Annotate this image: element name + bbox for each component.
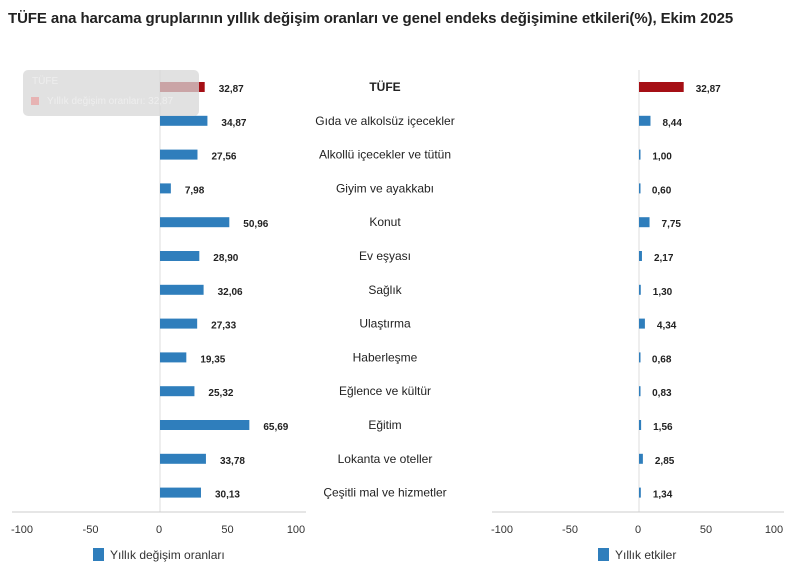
data-label: 7,98 [185, 185, 205, 196]
x-tick-label: 100 [765, 524, 783, 536]
data-label: 27,33 [211, 321, 236, 332]
bar [160, 453, 206, 464]
bar [160, 420, 250, 430]
x-tick-label: 50 [700, 524, 712, 536]
chart-title: TÜFE ana harcama gruplarının yıllık deği… [8, 10, 734, 27]
data-label: 32,87 [219, 84, 244, 95]
bar [639, 149, 641, 160]
category-label: Eğitim [368, 418, 401, 432]
x-tick-label: 50 [221, 524, 233, 536]
category-label: Lokanta ve oteller [338, 452, 433, 466]
category-label: Alkollü içecekler ve tütün [319, 148, 451, 162]
x-tick-label: -50 [562, 524, 578, 536]
bar [639, 318, 645, 329]
data-label: 1,56 [653, 422, 673, 433]
data-label: 0,60 [652, 185, 672, 196]
tooltip-swatch [31, 97, 39, 105]
data-label: 27,56 [211, 152, 236, 163]
data-label: 28,90 [213, 253, 238, 264]
data-label: 65,69 [263, 422, 288, 433]
data-label: 2,17 [654, 253, 674, 264]
category-label: Eğlence ve kültür [339, 384, 431, 398]
data-label: 4,34 [657, 321, 677, 332]
data-label: 1,00 [652, 152, 672, 163]
data-label: 8,44 [662, 118, 682, 129]
data-label: 50,96 [243, 219, 268, 230]
legend-label: Yıllık etkiler [615, 548, 676, 562]
legend-swatch [93, 548, 104, 561]
category-label: Sağlık [368, 283, 402, 297]
bar [160, 386, 195, 397]
category-label: Çeşitli mal ve hizmetler [323, 486, 446, 500]
data-label: 0,83 [652, 388, 672, 399]
bar [160, 217, 230, 228]
bar [639, 217, 650, 228]
data-label: 0,68 [652, 354, 672, 365]
tooltip: TÜFE Yıllık değişim oranları: 32,87 [23, 70, 199, 116]
bar [639, 487, 641, 498]
data-label: 30,13 [215, 490, 240, 501]
category-label: Ev eşyası [359, 249, 411, 263]
category-label: Ulaştırma [359, 317, 411, 331]
data-label: 19,35 [200, 354, 225, 365]
x-tick-label: 0 [156, 524, 162, 536]
data-label: 25,32 [208, 388, 233, 399]
x-tick-label: -50 [83, 524, 99, 536]
data-label: 1,30 [653, 287, 673, 298]
bar [160, 318, 198, 329]
data-label: 34,87 [221, 118, 246, 129]
bar [160, 487, 201, 498]
tooltip-text: Yıllık değişim oranları: 32,87 [47, 96, 174, 107]
bar [639, 420, 642, 430]
data-label: 33,78 [220, 456, 245, 467]
category-label: TÜFE [369, 79, 400, 94]
bar [639, 183, 641, 194]
bar [639, 453, 643, 464]
bar [639, 284, 641, 295]
data-label: 32,87 [696, 84, 721, 95]
bar [160, 115, 208, 126]
x-tick-label: 0 [635, 524, 641, 536]
bar [160, 183, 171, 194]
x-tick-label: -100 [491, 524, 513, 536]
data-label: 1,34 [653, 490, 673, 501]
bar [639, 386, 641, 397]
tooltip-category: TÜFE [32, 76, 59, 87]
bar [160, 352, 187, 363]
legend-label: Yıllık değişim oranları [110, 548, 225, 562]
data-label: 7,75 [662, 219, 682, 230]
category-label: Haberleşme [353, 350, 418, 364]
bar [639, 251, 642, 261]
data-label: 2,85 [655, 456, 675, 467]
category-label: Gıda ve alkolsüz içecekler [315, 114, 454, 128]
bar [639, 82, 684, 92]
category-label: Konut [369, 215, 401, 229]
legend-swatch [598, 548, 609, 561]
data-label: 32,06 [218, 287, 243, 298]
bar [160, 251, 200, 261]
bar [639, 115, 651, 126]
bar [160, 284, 204, 295]
bar [639, 352, 641, 363]
category-label: Giyim ve ayakkabı [336, 181, 434, 195]
bar [160, 149, 198, 160]
x-tick-label: -100 [11, 524, 33, 536]
x-tick-label: 100 [287, 524, 305, 536]
